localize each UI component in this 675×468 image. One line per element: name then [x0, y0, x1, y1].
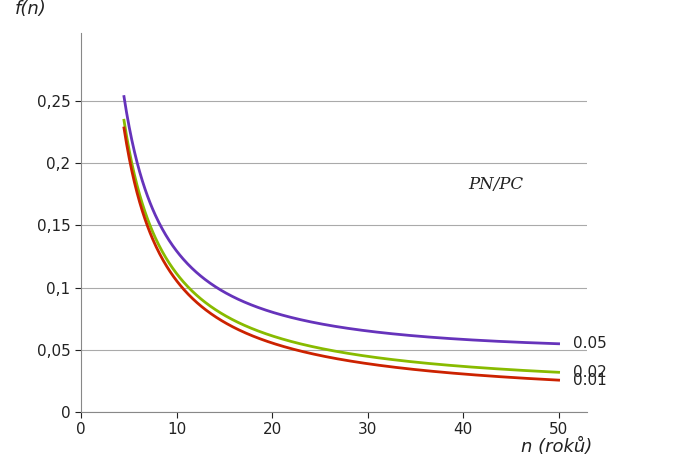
Text: 0.01: 0.01 [573, 373, 607, 388]
Y-axis label: f(n): f(n) [14, 0, 47, 18]
Text: PN/PC: PN/PC [468, 176, 523, 193]
X-axis label: n (roků): n (roků) [521, 439, 593, 456]
Text: 0.02: 0.02 [573, 365, 607, 380]
Text: 0.05: 0.05 [573, 336, 607, 351]
